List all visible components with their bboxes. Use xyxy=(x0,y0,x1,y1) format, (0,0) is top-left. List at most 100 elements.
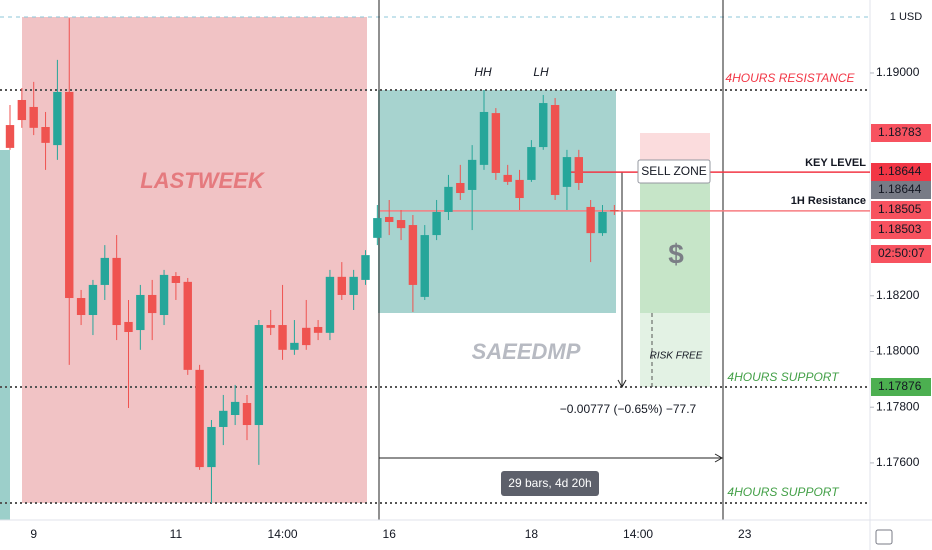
candle-body xyxy=(610,210,619,212)
candle-body xyxy=(586,206,595,234)
annotation: 4HOURS SUPPORT xyxy=(727,370,840,384)
price-tag xyxy=(871,378,931,396)
sell-zone-label: SELL ZONE xyxy=(641,164,707,178)
y-tick-label: 1.18000 xyxy=(876,344,920,358)
candle-body xyxy=(219,410,228,427)
candle-body xyxy=(230,401,240,415)
annotation: 1H Resistance xyxy=(791,195,866,207)
candle-body xyxy=(456,182,465,194)
settings-icon[interactable] xyxy=(875,529,893,545)
candle-body xyxy=(598,211,607,234)
price-tag-label: 1.18503 xyxy=(878,222,922,236)
annotation: LH xyxy=(533,65,549,79)
candle-body xyxy=(420,235,429,297)
x-tick-label: 14:00 xyxy=(268,527,298,541)
price-tag xyxy=(871,163,931,181)
y-tick-label: 1.17800 xyxy=(876,399,920,413)
y-tick-label: 1.17600 xyxy=(876,455,920,469)
candle-body xyxy=(503,174,512,182)
price-tag-label: 1.18644 xyxy=(878,164,922,178)
x-tick-label: 9 xyxy=(30,527,37,541)
candle-body xyxy=(112,257,121,326)
y-tick-label: 1.18200 xyxy=(876,288,920,302)
annotation: HH xyxy=(474,65,492,79)
candle-body xyxy=(527,147,536,180)
sell-zone-box xyxy=(637,159,711,184)
candle-body xyxy=(325,276,335,333)
candle-body xyxy=(313,326,323,333)
annotation: LASTWEEK xyxy=(140,168,266,193)
candle-body xyxy=(29,106,38,128)
candle-body xyxy=(266,325,275,328)
range-label: 29 bars, 4d 20h xyxy=(508,476,591,490)
annotation: 4HOURS RESISTANCE xyxy=(725,71,855,85)
candle-body xyxy=(5,125,15,148)
candle-body xyxy=(278,325,287,350)
candle-body xyxy=(124,321,133,332)
left-zone xyxy=(0,150,10,520)
price-tag xyxy=(871,181,931,199)
candle-body xyxy=(242,403,252,426)
candle-body xyxy=(136,294,145,331)
y-tick-label: 1.19000 xyxy=(876,65,920,79)
candle-body xyxy=(254,325,264,426)
watermark: SAEEDMP xyxy=(472,339,581,364)
candle-body xyxy=(432,211,441,236)
candle-body xyxy=(88,284,98,316)
candle-body xyxy=(171,276,181,283)
candle-body xyxy=(207,426,216,468)
x-tick-label: 23 xyxy=(738,527,752,541)
annotation: KEY LEVEL xyxy=(805,157,866,169)
range-label-box xyxy=(501,471,599,496)
candle-body xyxy=(467,159,477,190)
x-tick-label: 16 xyxy=(383,527,397,541)
x-tick-label: 18 xyxy=(525,527,539,541)
price-tag-label: 1.18783 xyxy=(878,125,922,139)
candle-body xyxy=(479,111,489,165)
price-tag-label: 1.18644 xyxy=(878,182,922,196)
candle-body xyxy=(539,103,548,148)
annotation: 4HOURS SUPPORT xyxy=(727,485,840,499)
annotation: $ xyxy=(668,238,684,269)
candle-body xyxy=(290,342,299,350)
candle-body xyxy=(349,276,358,295)
price-tag-label: 1.17876 xyxy=(878,379,922,393)
range-arrow-head xyxy=(714,453,724,463)
candle-body xyxy=(302,327,311,346)
candle-body xyxy=(385,216,394,222)
countdown-label: 02:50:07 xyxy=(878,246,925,260)
candle-body xyxy=(444,186,453,212)
candle-body xyxy=(76,298,86,316)
candle-body xyxy=(183,281,192,370)
annotation: RISK FREE xyxy=(650,351,703,362)
countdown-tag xyxy=(871,245,931,263)
candle-body xyxy=(195,369,204,468)
candle-body xyxy=(574,157,583,183)
candle-body xyxy=(159,274,169,316)
candle-body xyxy=(396,220,406,229)
price-tag xyxy=(871,124,931,142)
candle-body xyxy=(550,105,560,195)
price-tag-label: 1.18505 xyxy=(878,202,922,216)
candle-body xyxy=(491,113,501,173)
x-tick-label: 14:00 xyxy=(623,527,653,541)
candle-body xyxy=(17,99,27,121)
lastweek-zone xyxy=(22,17,367,503)
candle-body xyxy=(361,255,370,280)
candle-body xyxy=(148,294,157,314)
candle-body xyxy=(53,91,62,146)
price-tag xyxy=(871,201,931,219)
candle-body xyxy=(65,91,74,299)
candle-body xyxy=(100,257,109,285)
measure-arrow-head xyxy=(617,379,627,389)
candle-body xyxy=(408,225,418,285)
candle-body xyxy=(41,127,50,143)
candle-body xyxy=(337,276,346,295)
price-tag xyxy=(871,221,931,239)
candle-body xyxy=(562,157,572,187)
x-tick-label: 11 xyxy=(170,527,183,541)
stop-zone xyxy=(640,133,710,160)
currency[interactable]: 1 USD xyxy=(890,11,922,23)
target-zone xyxy=(640,183,710,313)
